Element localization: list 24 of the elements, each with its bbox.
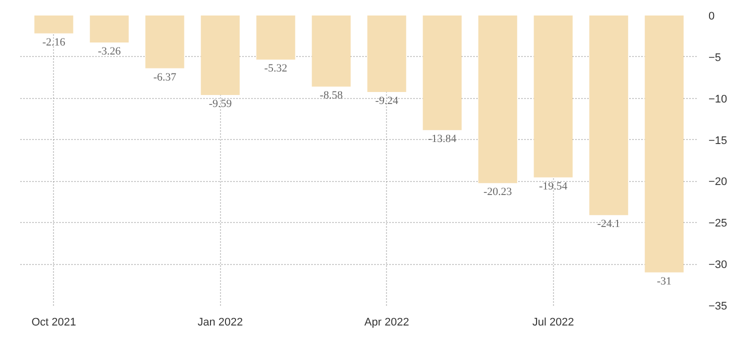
- y-tick-label: −30: [708, 259, 728, 272]
- data-label: -24.1: [597, 218, 620, 230]
- data-label: -6.37: [153, 71, 177, 84]
- data-label: -31: [656, 275, 672, 288]
- data-label: -13.84: [428, 133, 457, 146]
- x-tick-label: Apr 2022: [364, 316, 410, 328]
- y-tick-label: −10: [708, 93, 728, 106]
- data-label: -9.24: [375, 95, 399, 108]
- y-tick-label: −20: [708, 176, 728, 188]
- data-label: -8.58: [320, 90, 344, 102]
- y-tick-label: −35: [708, 300, 728, 312]
- x-tick-label: Jul 2022: [532, 316, 574, 328]
- y-tick-label: −15: [708, 134, 728, 147]
- data-label: -2.16: [42, 36, 66, 48]
- data-label: -3.26: [98, 46, 122, 58]
- y-tick-label: −5: [708, 52, 722, 64]
- data-label: -5.32: [264, 62, 288, 75]
- x-tick-label: Jan 2022: [198, 316, 243, 328]
- data-label: -20.23: [484, 186, 512, 198]
- x-tick-label: Oct 2021: [31, 316, 76, 328]
- y-tick-label: −25: [708, 218, 728, 230]
- data-label: -9.59: [208, 98, 232, 110]
- data-label: -19.54: [539, 180, 568, 192]
- y-tick-label: 0: [708, 10, 715, 22]
